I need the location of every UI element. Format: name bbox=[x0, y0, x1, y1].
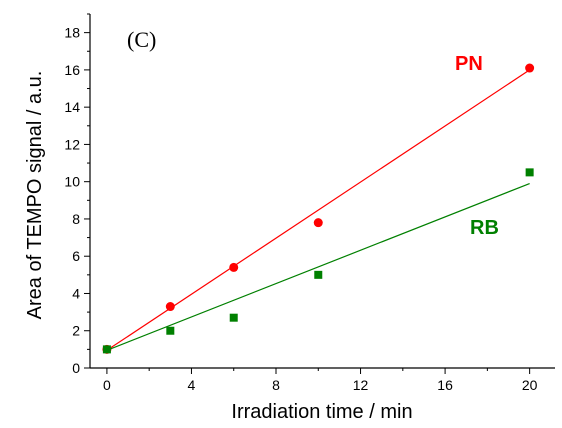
y-tick-label: 2 bbox=[72, 323, 80, 339]
data-point-rb bbox=[166, 326, 175, 335]
data-point-rb bbox=[525, 168, 534, 177]
data-point-rb bbox=[102, 345, 111, 354]
fit-line-pn bbox=[106, 69, 530, 351]
data-point-rb bbox=[314, 270, 323, 279]
x-axis-title: Irradiation time / min bbox=[231, 401, 412, 423]
series-label-rb: RB bbox=[470, 217, 499, 239]
y-tick-label: 16 bbox=[64, 62, 80, 78]
y-tick-label: 8 bbox=[72, 211, 80, 227]
y-tick-label: 18 bbox=[64, 25, 80, 41]
data-point-pn bbox=[525, 63, 535, 73]
x-axis: 0 4 8 12 16 20 bbox=[90, 367, 555, 393]
y-tick-label: 0 bbox=[72, 360, 80, 376]
y-tick-label: 6 bbox=[72, 248, 80, 264]
fit-line-rb bbox=[106, 182, 530, 351]
x-tick-label: 4 bbox=[188, 377, 196, 393]
x-tick-label: 12 bbox=[353, 377, 369, 393]
y-tick-label: 12 bbox=[64, 136, 80, 152]
x-tick-label: 8 bbox=[272, 377, 280, 393]
x-tick-label: 16 bbox=[437, 377, 453, 393]
x-tick-label: 0 bbox=[103, 377, 111, 393]
y-tick-label: 4 bbox=[72, 285, 80, 301]
data-point-pn bbox=[229, 262, 239, 272]
x-tick-label: 20 bbox=[522, 377, 538, 393]
y-tick-label: 14 bbox=[64, 99, 80, 115]
series-layer bbox=[102, 63, 535, 354]
series-label-pn: PN bbox=[455, 53, 483, 75]
data-point-pn bbox=[313, 218, 323, 228]
y-axis-title: Area of TEMPO signal / a.u. bbox=[24, 71, 46, 320]
panel-label: (C) bbox=[127, 27, 156, 52]
y-axis: 0 2 4 6 8 10 12 14 16 18 bbox=[64, 13, 91, 376]
series-rb bbox=[102, 168, 534, 354]
series-pn bbox=[102, 63, 535, 354]
data-point-rb bbox=[229, 313, 238, 322]
data-point-pn bbox=[165, 302, 175, 312]
y-tick-label: 10 bbox=[64, 174, 80, 190]
